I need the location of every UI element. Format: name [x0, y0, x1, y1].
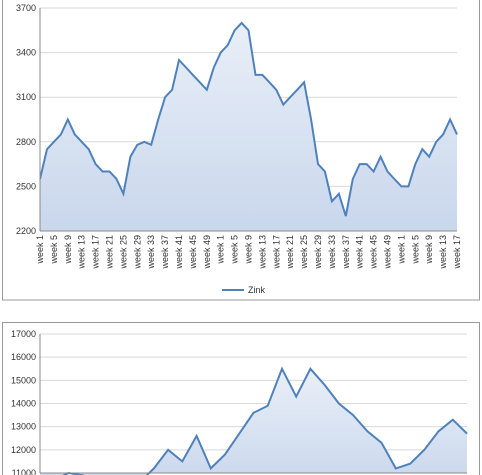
y-tick-label: 3100: [16, 92, 36, 102]
chart-frame: [2, 322, 480, 475]
x-tick-label: week 33: [327, 235, 337, 270]
x-tick-label: week 13: [438, 235, 448, 270]
y-tick-label: 12000: [11, 445, 36, 455]
y-tick-label: 14000: [11, 399, 36, 409]
x-tick-label: week 17: [452, 235, 462, 270]
x-tick-label: week 41: [174, 235, 184, 270]
area: [40, 22, 457, 232]
x-tick-label: week 21: [105, 235, 115, 270]
chart-frame: [2, 0, 480, 301]
x-tick-label: week 13: [77, 235, 87, 270]
legend-label: Zink: [248, 285, 266, 295]
x-tick-label: week 49: [383, 235, 393, 270]
x-tick-label: week 49: [202, 235, 212, 270]
x-tick-label: week 1: [35, 235, 45, 265]
x-tick-label: week 21: [285, 235, 295, 270]
y-tick-label: 13000: [11, 422, 36, 432]
x-tick-label: week 9: [424, 235, 434, 265]
x-tick-label: week 45: [369, 235, 379, 270]
x-tick-label: week 9: [244, 235, 254, 265]
x-tick-label: week 17: [91, 235, 101, 270]
x-tick-label: week 1: [216, 235, 226, 265]
x-tick-label: week 17: [271, 235, 281, 270]
x-tick-label: week 1: [396, 235, 406, 265]
area: [40, 368, 467, 475]
y-tick-label: 2800: [16, 137, 36, 147]
y-tick-label: 15000: [11, 375, 36, 385]
x-tick-label: week 33: [146, 235, 156, 270]
y-tick-label: 2200: [16, 226, 36, 236]
x-tick-label: week 37: [341, 235, 351, 270]
x-tick-label: week 25: [118, 235, 128, 270]
x-tick-label: week 29: [132, 235, 142, 270]
x-tick-label: week 5: [410, 235, 420, 265]
x-tick-label: week 45: [188, 235, 198, 270]
y-tick-label: 3700: [16, 3, 36, 13]
y-tick-label: 11000: [12, 468, 36, 475]
line: [40, 21, 458, 217]
x-tick-label: week 13: [257, 235, 267, 270]
y-tick-label: 17000: [11, 329, 36, 339]
x-tick-label: week 9: [63, 235, 73, 265]
x-tick-label: week 5: [230, 235, 240, 265]
x-tick-label: week 37: [160, 235, 170, 270]
x-tick-label: week 29: [313, 235, 323, 270]
y-tick-label: 2500: [16, 181, 36, 191]
x-tick-label: week 5: [49, 235, 59, 265]
y-tick-label: 3400: [16, 48, 36, 58]
plot: [40, 366, 468, 475]
y-tick-label: 16000: [11, 352, 36, 362]
x-tick-label: week 41: [355, 235, 365, 270]
line: [62, 366, 468, 475]
x-tick-label: week 25: [299, 235, 309, 270]
plot: [40, 21, 458, 232]
